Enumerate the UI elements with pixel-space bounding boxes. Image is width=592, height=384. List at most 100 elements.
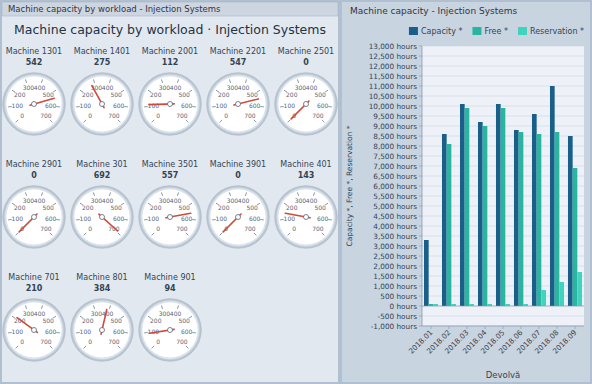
gauge-tick-label: 300: [227, 84, 239, 91]
gauge-tick: [313, 192, 314, 195]
y-tick: [419, 56, 422, 57]
gauge-tick: [161, 305, 162, 308]
bar: [460, 104, 465, 306]
y-tick: [419, 256, 422, 257]
gauge-pivot: [32, 102, 37, 107]
gauge-ring: [141, 188, 200, 247]
gauge-ring: [3, 186, 66, 249]
bar: [501, 108, 506, 306]
gauge: Machine 7012100100200300400500600700: [3, 273, 66, 361]
gauge-tick: [109, 305, 110, 308]
gauge-tick: [177, 79, 178, 82]
bar: [550, 86, 555, 306]
y-tick: [419, 166, 422, 167]
gauge-needle: [17, 318, 37, 333]
gauge-tick-label: 200: [150, 317, 162, 324]
bar: [447, 144, 452, 306]
gauge-tick-label: 200: [286, 204, 298, 211]
gauge-pivot: [304, 102, 309, 107]
gauge-tick: [220, 233, 223, 236]
y-tick: [419, 116, 422, 117]
data-label: 112: [162, 58, 179, 67]
gauge-tick: [124, 106, 128, 107]
gauge-tick-label: 500: [246, 91, 258, 98]
bar: [514, 130, 519, 306]
gauge-tick: [124, 332, 128, 333]
gauge-face: [142, 189, 198, 245]
gauge-tick: [84, 233, 87, 236]
gauge-tick-label: 0: [156, 338, 160, 345]
y-tick: [419, 326, 422, 327]
gauge-tick-label: 700: [312, 225, 324, 232]
y-tick-label: 10,000 hours: [369, 102, 418, 111]
gauge-tick: [229, 79, 230, 82]
gauge-tick: [56, 219, 60, 220]
gauge-tick-label: 500: [42, 204, 54, 211]
grid-line: [422, 46, 584, 47]
gauge-tick: [152, 346, 155, 349]
data-label: 0: [31, 171, 37, 180]
gauge-ring: [207, 73, 270, 136]
gauge-tick-label: 600: [113, 328, 125, 335]
gauge: Machine 390100100200300400500600700: [207, 160, 270, 248]
gauge-tick: [322, 120, 325, 123]
y-tick-label: 3,000 hours: [373, 242, 417, 251]
gauge-tick: [93, 192, 94, 195]
gauge-face: [278, 76, 334, 132]
y-tick: [419, 76, 422, 77]
bar: [568, 136, 573, 306]
gauge-tick-label: 300: [23, 84, 35, 91]
bar: [559, 282, 564, 306]
gauge-ring: [71, 73, 134, 136]
y-tick-label: 11,500 hours: [369, 72, 418, 81]
data-label: 692: [94, 171, 111, 180]
gauge-tick-label: 600: [249, 215, 261, 222]
gauge-needle: [291, 101, 309, 119]
gauge-tick-label: 100: [80, 102, 92, 109]
y-tick-label: -500 hours: [378, 312, 418, 321]
gauge-tick: [50, 346, 53, 349]
gauge-tick: [177, 305, 178, 308]
gauge-tick-label: 500: [178, 317, 190, 324]
y-tick: [419, 306, 422, 307]
y-tick: [419, 66, 422, 67]
gauge-tick-label: 700: [176, 338, 188, 345]
gauge-tick-label: 500: [178, 204, 190, 211]
gauge-tick-label: 500: [110, 317, 122, 324]
y-tick: [419, 246, 422, 247]
gauge-tick: [245, 192, 246, 195]
gauge-pivot: [100, 102, 105, 107]
gauge-tick-label: 500: [314, 204, 326, 211]
gauge-tick: [93, 79, 94, 82]
x-tick: [449, 326, 450, 329]
gauge-tick-label: 300: [159, 197, 171, 204]
gauge-tick-label: 100: [12, 328, 24, 335]
bar-panel: Machine capacity - Injection Systems-1,0…: [342, 2, 590, 382]
gauge-tick: [328, 106, 332, 107]
y-tick: [419, 226, 422, 227]
data-label: 0: [235, 171, 241, 180]
gauge-tick-label: 300: [23, 197, 35, 204]
y-tick-label: 8,500 hours: [373, 132, 417, 141]
gauge-face: [74, 189, 130, 245]
gauge-tick: [16, 346, 19, 349]
gauge-tick: [297, 79, 298, 82]
bar: [537, 134, 542, 306]
gauge-name: Machine 2901: [6, 160, 62, 169]
data-label: 542: [26, 58, 43, 67]
y-tick-label: 9,000 hours: [373, 122, 417, 131]
gauge-ring: [71, 299, 134, 362]
gauge: Machine 20011120100200300400500600700: [139, 47, 202, 135]
y-tick: [419, 146, 422, 147]
gauge-tick-label: 200: [286, 91, 298, 98]
gauge-tick-label: 700: [176, 225, 188, 232]
gauge-face: [6, 189, 62, 245]
grid-line: [422, 76, 584, 77]
data-label: 557: [162, 171, 179, 180]
gauge: Machine 290100100200300400500600700: [3, 160, 66, 248]
gauge-tick-label: 700: [244, 225, 256, 232]
gauge-tick-label: 100: [80, 215, 92, 222]
bar: [483, 126, 488, 306]
gauge-tick-label: 0: [224, 112, 228, 119]
gauge-tick-label: 0: [156, 112, 160, 119]
